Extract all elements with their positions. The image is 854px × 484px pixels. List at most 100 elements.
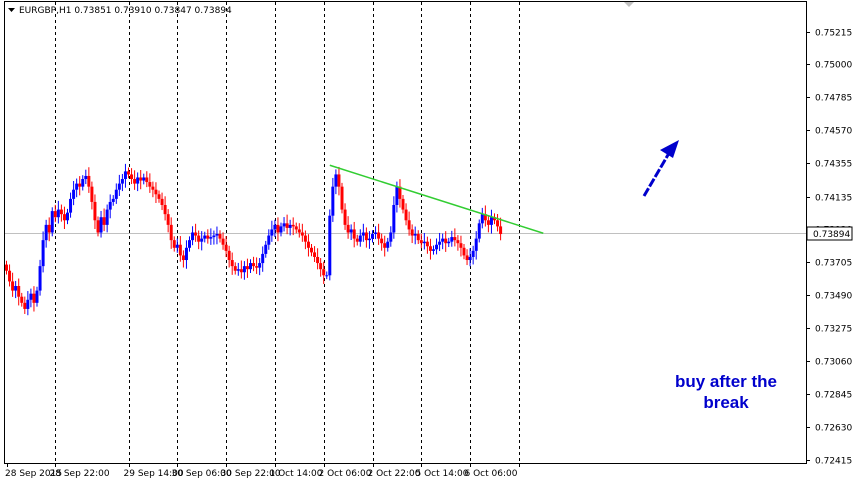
bear-candle <box>11 272 15 297</box>
bull-candle <box>56 200 60 224</box>
x-tick-label: 30 Sep 22:00 <box>221 469 281 479</box>
bear-candle <box>300 223 304 242</box>
bull-candle <box>44 219 48 248</box>
bull-candle <box>413 226 417 245</box>
bear-candle <box>133 170 137 190</box>
bull-candle <box>123 163 127 188</box>
bear-candle <box>364 227 368 248</box>
x-tick-label: 5 Oct 14:00 <box>416 469 469 479</box>
bear-candle <box>285 214 289 235</box>
bull-candle <box>279 222 283 237</box>
bear-candle <box>337 166 341 196</box>
bull-candle <box>471 245 475 265</box>
bear-candle <box>5 260 8 275</box>
bear-candle <box>453 228 457 247</box>
bull-candle <box>432 245 435 255</box>
bull-candle <box>69 192 73 218</box>
bear-candle <box>59 204 63 222</box>
y-tick-label: 0.73705 <box>815 259 852 269</box>
current-price-label: 0.73894 <box>806 226 853 241</box>
bear-candle <box>96 216 100 237</box>
bear-candle <box>313 246 317 263</box>
bull-candle <box>267 229 271 250</box>
bear-candle <box>148 173 152 193</box>
bear-candle <box>252 256 256 272</box>
bull-candle <box>111 195 115 206</box>
bull-candle <box>50 207 54 237</box>
chart-header: EURGBP,H1 0.73851 0.73910 0.73847 0.7389… <box>8 6 232 16</box>
bear-candle <box>127 167 130 179</box>
bear-candle <box>221 232 225 250</box>
bear-candle <box>462 243 466 260</box>
x-tick-label: 2 Oct 06:00 <box>319 469 372 479</box>
x-tick-label: 30 Sep 06:00 <box>172 469 232 479</box>
bull-candle <box>203 231 207 243</box>
bear-candle <box>172 236 176 252</box>
bull-candle <box>84 169 88 185</box>
price-label-text: 0.73894 <box>813 230 850 240</box>
bear-candle <box>297 223 301 238</box>
chart-shift-marker-icon[interactable] <box>624 2 634 7</box>
bull-candle <box>75 178 79 198</box>
bear-candle <box>157 190 161 203</box>
bull-candle <box>191 226 195 246</box>
bear-candle <box>456 235 460 251</box>
bull-candle <box>325 271 329 280</box>
bull-candle <box>120 173 124 192</box>
bear-candle <box>230 252 234 275</box>
bull-candle <box>215 226 219 245</box>
bull-candle <box>261 246 265 272</box>
bear-candle <box>416 230 420 244</box>
symbol-menu-icon[interactable] <box>8 8 15 12</box>
bear-candle <box>218 230 222 243</box>
bear-candle <box>465 249 469 266</box>
bear-candle <box>383 235 387 257</box>
bear-candle <box>139 169 143 190</box>
bear-candle <box>8 264 12 287</box>
bear-candle <box>47 217 51 242</box>
bear-candle <box>93 194 97 229</box>
bull-candle <box>41 231 45 273</box>
bull-candle <box>184 240 188 269</box>
bull-candle <box>435 238 439 255</box>
bull-candle <box>328 209 332 281</box>
bull-candle <box>212 230 216 245</box>
bull-candle <box>477 219 481 243</box>
bear-candle <box>87 167 91 193</box>
bull-candle <box>349 224 353 240</box>
bull-candle <box>105 204 109 233</box>
bull-candle <box>26 291 30 316</box>
bull-candle <box>334 169 338 195</box>
bull-candle <box>136 172 140 192</box>
grid-lines <box>55 2 520 463</box>
bull-candle <box>258 258 262 276</box>
bear-candle <box>255 257 259 274</box>
bull-candle <box>99 210 103 238</box>
bear-candle <box>407 211 411 236</box>
bull-candle <box>392 196 396 239</box>
bear-candle <box>377 223 381 245</box>
resistance-trendline <box>329 164 544 234</box>
y-tick-label: 0.73490 <box>815 292 852 302</box>
bull-candle <box>29 288 33 308</box>
y-tick-label: 0.75215 <box>815 29 852 39</box>
y-tick-label: 0.74570 <box>815 127 852 137</box>
bull-candle <box>361 223 365 242</box>
bull-candle <box>358 229 362 247</box>
bear-candle <box>20 292 24 307</box>
bull-candle <box>438 232 442 252</box>
bear-candle <box>102 208 106 232</box>
bear-candle <box>233 262 237 275</box>
bear-candle <box>62 206 66 229</box>
bull-candle <box>422 232 426 250</box>
bear-candle <box>169 217 173 249</box>
bear-candle <box>444 231 448 252</box>
bear-candle <box>276 217 280 242</box>
bear-candle <box>145 171 149 188</box>
bear-candle <box>78 176 82 196</box>
bull-candle <box>270 220 274 242</box>
x-tick-label: 2 Oct 22:00 <box>368 469 421 479</box>
bear-candle <box>154 182 158 204</box>
